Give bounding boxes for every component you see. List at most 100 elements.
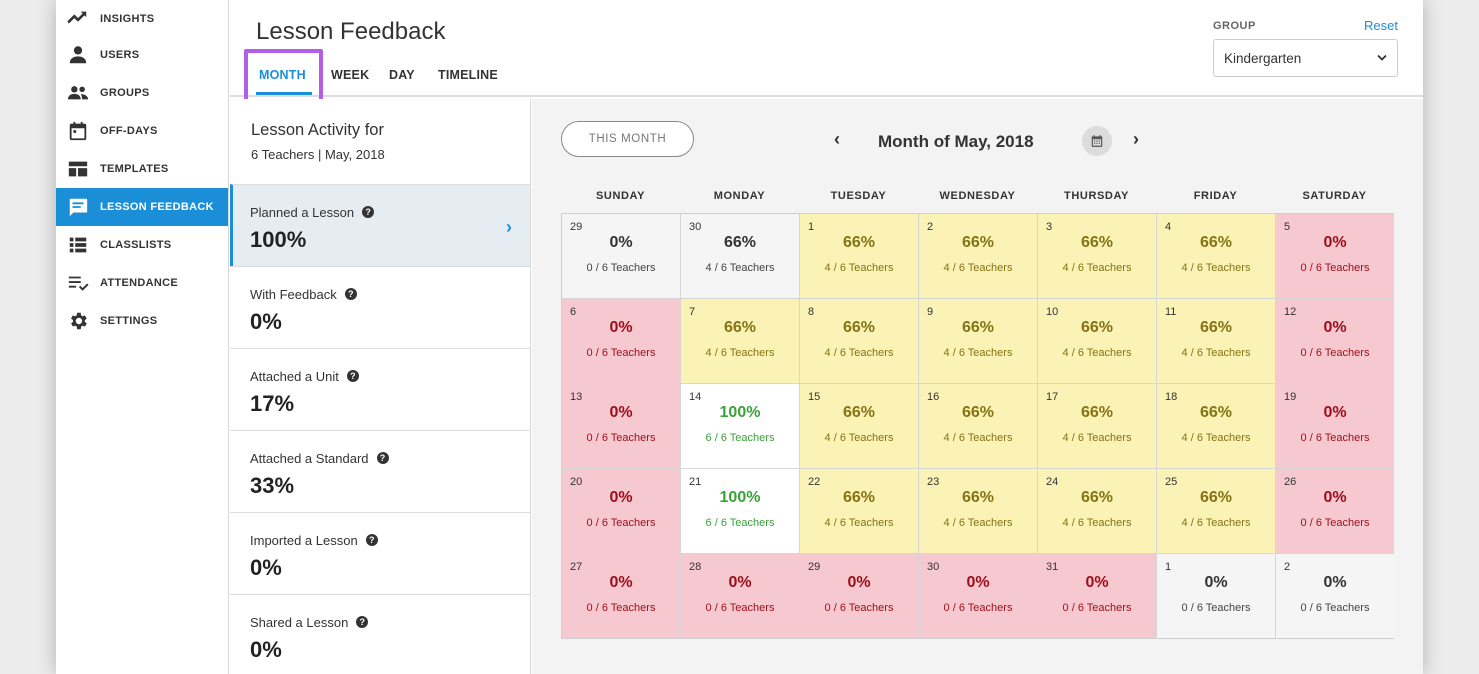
calendar-day-cell[interactable]: 25 66% 4 / 6 Teachers xyxy=(1157,469,1275,553)
sidebar-item-lesson-feedback[interactable]: LESSON FEEDBACK xyxy=(56,188,228,226)
page-header: Lesson Feedback MONTH WEEK DAY TIMELINE … xyxy=(230,0,1423,107)
sidebar-item-label: ATTENDANCE xyxy=(100,277,178,289)
calendar-day-cell[interactable]: 8 66% 4 / 6 Teachers xyxy=(800,299,918,383)
calendar-day-cell[interactable]: 9 66% 4 / 6 Teachers xyxy=(919,299,1037,383)
sidebar-item-insights[interactable]: INSIGHTS xyxy=(56,0,228,38)
calendar-day-cell[interactable]: 19 0% 0 / 6 Teachers xyxy=(1276,384,1394,468)
day-percentage: 0% xyxy=(1323,234,1347,251)
calendar-day-cell[interactable]: 12 0% 0 / 6 Teachers xyxy=(1276,299,1394,383)
help-icon[interactable]: ? xyxy=(356,616,369,628)
tab-timeline[interactable]: TIMELINE xyxy=(438,68,498,82)
calendar-day-cell[interactable]: 29 0% 0 / 6 Teachers xyxy=(562,214,680,298)
calendar-day-cell[interactable]: 23 66% 4 / 6 Teachers xyxy=(919,469,1037,553)
metric-attached-a-unit[interactable]: Attached a Unit? 17% xyxy=(230,348,530,430)
calendar-day-cell[interactable]: 17 66% 4 / 6 Teachers xyxy=(1038,384,1156,468)
calendar-day-cell[interactable]: 29 0% 0 / 6 Teachers xyxy=(800,554,918,638)
help-icon[interactable]: ? xyxy=(344,288,357,300)
metric-shared-a-lesson[interactable]: Shared a Lesson? 0% xyxy=(230,594,530,674)
metrics-title: Lesson Activity for xyxy=(251,121,384,139)
day-percentage: 66% xyxy=(842,489,876,506)
sidebar-item-off-days[interactable]: OFF-DAYS xyxy=(56,112,228,150)
calendar-day-cell[interactable]: 11 66% 4 / 6 Teachers xyxy=(1157,299,1275,383)
calendar-day-cell[interactable]: 15 66% 4 / 6 Teachers xyxy=(800,384,918,468)
calendar-day-cell[interactable]: 28 0% 0 / 6 Teachers xyxy=(681,554,799,638)
calendar-day-cell[interactable]: 1 66% 4 / 6 Teachers xyxy=(800,214,918,298)
tab-week[interactable]: WEEK xyxy=(331,68,370,82)
day-number: 2 xyxy=(1284,561,1291,573)
metric-attached-a-standard[interactable]: Attached a Standard? 33% xyxy=(230,430,530,512)
day-teacher-count: 4 / 6 Teachers xyxy=(1062,432,1132,444)
calendar-day-cell[interactable]: 31 0% 0 / 6 Teachers xyxy=(1038,554,1156,638)
calendar-picker-button[interactable] xyxy=(1082,126,1112,156)
metric-imported-a-lesson[interactable]: Imported a Lesson? 0% xyxy=(230,512,530,594)
chevron-right-icon[interactable]: › xyxy=(1133,129,1139,149)
calendar-day-cell[interactable]: 30 66% 4 / 6 Teachers xyxy=(681,214,799,298)
calendar-day-cell[interactable]: 4 66% 4 / 6 Teachers xyxy=(1157,214,1275,298)
metric-label-row: Attached a Standard? xyxy=(250,451,389,466)
help-icon[interactable]: ? xyxy=(365,534,378,546)
calendar-day-cell[interactable]: 7 66% 4 / 6 Teachers xyxy=(681,299,799,383)
day-number: 5 xyxy=(1284,221,1291,233)
calendar-day-cell[interactable]: 1 0% 0 / 6 Teachers xyxy=(1157,554,1275,638)
help-icon[interactable]: ? xyxy=(346,370,359,382)
sidebar-item-classlists[interactable]: CLASSLISTS xyxy=(56,226,228,264)
sidebar-item-label: TEMPLATES xyxy=(100,163,169,175)
calendar-day-cell[interactable]: 26 0% 0 / 6 Teachers xyxy=(1276,469,1394,553)
calendar-day-cell[interactable]: 3 66% 4 / 6 Teachers xyxy=(1038,214,1156,298)
help-icon[interactable]: ? xyxy=(376,452,389,464)
group-select[interactable]: Kindergarten xyxy=(1213,39,1398,77)
day-number: 18 xyxy=(1165,391,1178,403)
metrics-header: Lesson Activity for 6 Teachers | May, 20… xyxy=(251,121,385,162)
sidebar-item-groups[interactable]: GROUPS xyxy=(56,74,228,112)
metric-planned-a-lesson[interactable]: Planned a Lesson? 100% › xyxy=(230,184,530,266)
day-teacher-count: 4 / 6 Teachers xyxy=(1062,347,1132,359)
reset-link[interactable]: Reset xyxy=(1364,18,1398,33)
sidebar-item-attendance[interactable]: ATTENDANCE xyxy=(56,264,228,302)
day-percentage: 0% xyxy=(609,319,633,336)
calendar-day-cell[interactable]: 22 66% 4 / 6 Teachers xyxy=(800,469,918,553)
day-number: 8 xyxy=(808,306,815,318)
tab-day[interactable]: DAY xyxy=(389,68,415,82)
calendar-day-cell[interactable]: 18 66% 4 / 6 Teachers xyxy=(1157,384,1275,468)
calendar-day-cell[interactable]: 30 0% 0 / 6 Teachers xyxy=(919,554,1037,638)
tab-month[interactable]: MONTH xyxy=(259,68,306,82)
day-teacher-count: 4 / 6 Teachers xyxy=(1181,347,1251,359)
sidebar-item-settings[interactable]: SETTINGS xyxy=(56,302,228,340)
metric-value: 33% xyxy=(250,473,295,498)
calendar-day-cell[interactable]: 20 0% 0 / 6 Teachers xyxy=(562,469,680,553)
calendar-day-cell[interactable]: 14 100% 6 / 6 Teachers xyxy=(681,384,799,468)
calendar-day-cell[interactable]: 10 66% 4 / 6 Teachers xyxy=(1038,299,1156,383)
day-percentage: 66% xyxy=(961,319,995,336)
sidebar-item-users[interactable]: USERS xyxy=(56,36,228,74)
calendar-grid: 29 0% 0 / 6 Teachers 30 66% 4 / 6 Teachers 1 66… xyxy=(561,213,1394,639)
calendar-day-cell[interactable]: 2 0% 0 / 6 Teachers xyxy=(1276,554,1394,638)
calendar-day-cell[interactable]: 21 100% 6 / 6 Teachers xyxy=(681,469,799,553)
day-number: 26 xyxy=(1284,476,1297,488)
help-icon[interactable]: ? xyxy=(362,206,375,218)
metric-label-row: Imported a Lesson? xyxy=(250,533,378,548)
this-month-button[interactable]: THIS MONTH xyxy=(561,121,694,157)
metric-label-row: Attached a Unit? xyxy=(250,369,359,384)
day-teacher-count: 4 / 6 Teachers xyxy=(1062,262,1132,274)
day-teacher-count: 0 / 6 Teachers xyxy=(1062,602,1132,614)
day-of-week-label: THURSDAY xyxy=(1064,190,1129,202)
calendar-day-cell[interactable]: 2 66% 4 / 6 Teachers xyxy=(919,214,1037,298)
day-number: 10 xyxy=(1046,306,1059,318)
day-number: 17 xyxy=(1046,391,1059,403)
day-of-week-label: SUNDAY xyxy=(595,190,646,202)
chevron-left-icon[interactable]: ‹ xyxy=(834,129,840,149)
trend-icon xyxy=(67,8,89,30)
calendar-day-cell[interactable]: 27 0% 0 / 6 Teachers xyxy=(562,554,680,638)
calendar-day-cell[interactable]: 5 0% 0 / 6 Teachers xyxy=(1276,214,1394,298)
calendar-day-cell[interactable]: 6 0% 0 / 6 Teachers xyxy=(562,299,680,383)
template-icon xyxy=(67,158,89,180)
calendar-day-cell[interactable]: 16 66% 4 / 6 Teachers xyxy=(919,384,1037,468)
metric-with-feedback[interactable]: With Feedback? 0% xyxy=(230,266,530,348)
day-of-week-label: WEDNESDAY xyxy=(939,190,1016,202)
day-number: 28 xyxy=(689,561,702,573)
calendar-day-cell[interactable]: 13 0% 0 / 6 Teachers xyxy=(562,384,680,468)
day-percentage: 0% xyxy=(1323,574,1347,591)
calendar-day-cell[interactable]: 24 66% 4 / 6 Teachers xyxy=(1038,469,1156,553)
sidebar-item-templates[interactable]: TEMPLATES xyxy=(56,150,228,188)
day-percentage: 66% xyxy=(842,404,876,421)
